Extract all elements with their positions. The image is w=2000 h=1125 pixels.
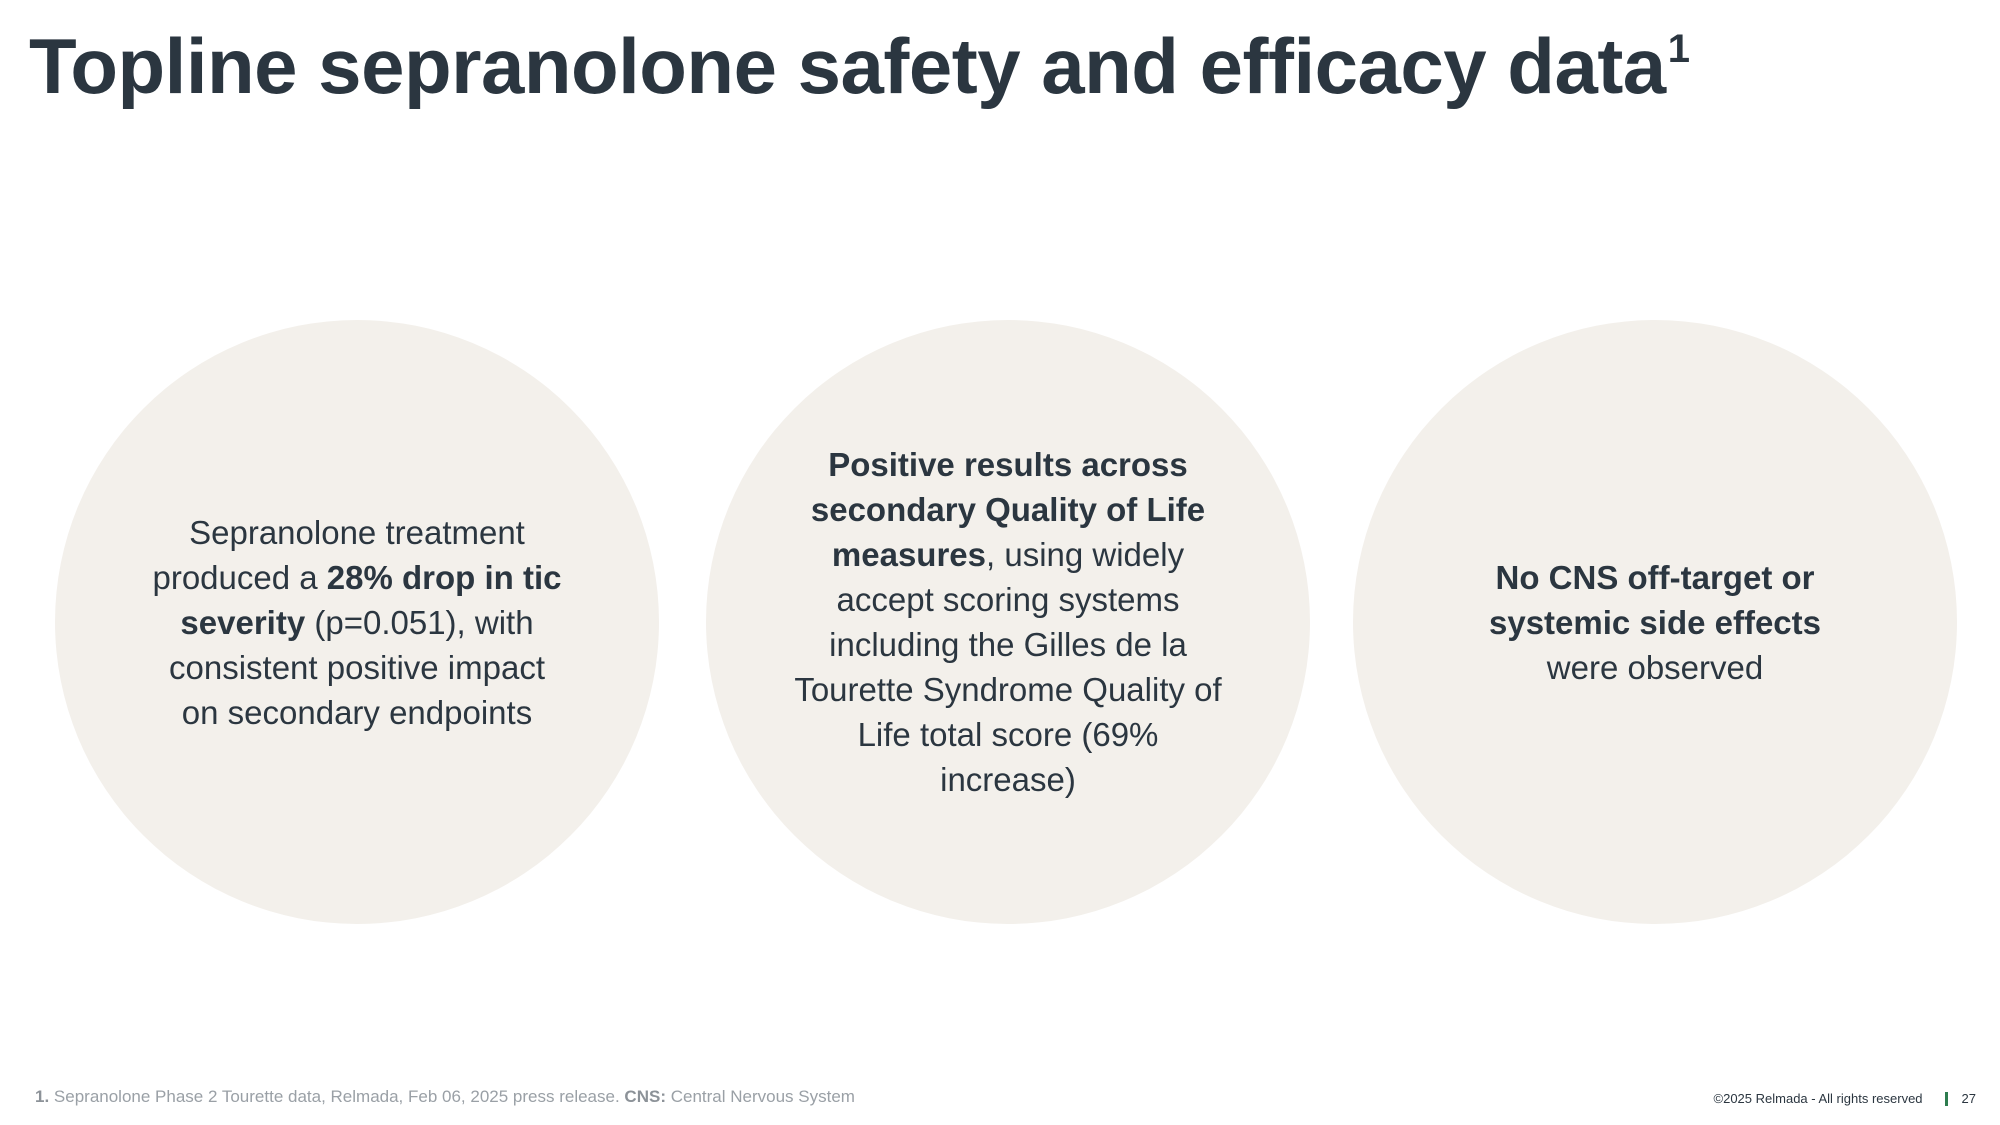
quality-of-life-text: Positive results across secondary Qualit… (793, 442, 1223, 802)
efficacy-text-part-2: (p=0.051), with consistent positive impa… (168, 603, 545, 731)
footnote-source: Sepranolone Phase 2 Tourette data, Relma… (49, 1087, 625, 1106)
footnote-abbr-term: CNS: (624, 1087, 666, 1106)
title-footnote-marker: 1 (1667, 27, 1690, 71)
footnote: 1. Sepranolone Phase 2 Tourette data, Re… (35, 1087, 855, 1107)
efficacy-text: Sepranolone treatment produced a 28% dro… (147, 510, 567, 735)
slide-footer: ©2025 Relmada - All rights reserved 27 (1714, 1091, 1976, 1106)
page-number: 27 (1961, 1091, 1976, 1106)
footnote-marker: 1. (35, 1087, 50, 1106)
safety-highlight: No CNS off-target or systemic side effec… (1488, 558, 1821, 641)
efficacy-highlight: 28% drop in tic severity (180, 558, 562, 641)
quality-of-life-circle: Positive results across secondary Qualit… (706, 320, 1310, 924)
footer-separator (1944, 1091, 1948, 1106)
efficacy-text-part-1: Sepranolone treatment produced a (152, 513, 525, 596)
safety-text: No CNS off-target or systemic side effec… (1465, 555, 1845, 690)
safety-circle: No CNS off-target or systemic side effec… (1353, 320, 1957, 924)
footnote-abbr-definition: Central Nervous System (665, 1087, 855, 1106)
quality-of-life-highlight: Positive results across secondary Qualit… (810, 446, 1206, 573)
slide-title-text: Topline sepranolone safety and efficacy … (29, 22, 1666, 110)
efficacy-circle: Sepranolone treatment produced a 28% dro… (55, 320, 659, 924)
safety-text-part-1: were observed (1546, 648, 1764, 686)
quality-of-life-text-part-1: , using widely accept scoring systems in… (794, 536, 1222, 798)
copyright-text: ©2025 Relmada - All rights reserved (1713, 1091, 1923, 1106)
slide-title: Topline sepranolone safety and efficacy … (29, 18, 1690, 116)
